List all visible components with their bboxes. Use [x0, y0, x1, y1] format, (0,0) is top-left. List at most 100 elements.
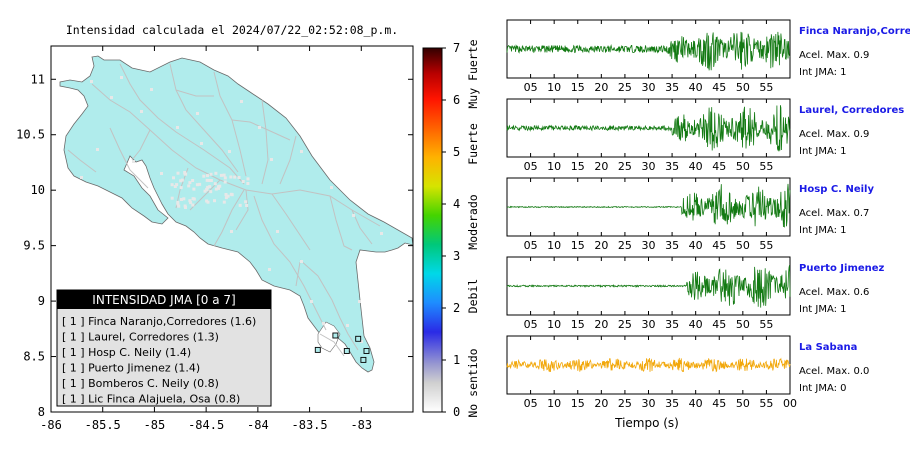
trace-tick-label: 45: [712, 81, 726, 94]
station-dot: [179, 186, 183, 190]
trace-accel-max: Acel. Max. 0.9: [799, 129, 869, 140]
station-dot: [179, 179, 183, 183]
road: [109, 127, 149, 189]
road: [271, 193, 311, 251]
station-marker: [332, 332, 339, 339]
trace-tick-label: 20: [594, 318, 608, 331]
trace-int-jma: Int JMA: 1: [799, 67, 847, 78]
trace-tick-label: 45: [712, 160, 726, 173]
station-dot: [208, 185, 212, 189]
road: [67, 149, 97, 173]
station-dot: [238, 203, 242, 207]
waveform: [506, 31, 791, 71]
legend-header-bg: [57, 290, 271, 309]
map-axes: -86 -85.5 -85 -84.5 -84 -83.5 -83 8 8.5 9 9.5 10 10.…: [16, 46, 413, 432]
station-dot: [180, 198, 183, 201]
station-dot: [200, 142, 203, 145]
station-marker: [360, 356, 367, 363]
station-dot: [90, 80, 93, 83]
station-dot: [205, 178, 209, 182]
map-frame: [50, 45, 414, 413]
road: [279, 135, 297, 185]
trace-tick-label: 20: [594, 81, 608, 94]
intensity-colorbar: 0 1 2 3 4 5 6 7 No sentido Debil Moderado Fuerte Mu…: [422, 39, 480, 419]
trace-tick-label: 30: [642, 239, 656, 252]
trace-tick-label: 10: [547, 318, 561, 331]
legend-box: [56, 289, 272, 407]
station-dot: [140, 110, 143, 113]
trace-tick-label: 30: [642, 81, 656, 94]
station-dot: [150, 88, 153, 91]
station-dot: [196, 112, 199, 115]
trace-tick-label: 45: [712, 318, 726, 331]
station-marker: [343, 348, 350, 354]
station-dot: [187, 184, 191, 188]
road: [295, 261, 301, 287]
colorbar-categories: No sentido Debil Moderado Fuerte Muy Fuerte: [466, 39, 480, 417]
station-dot: [214, 187, 218, 191]
trace-panel: 05 10 15 20 25 30 35 40 45 50 55 Finca Naranjo,Corr…: [506, 19, 910, 94]
station-dot: [176, 202, 180, 206]
station-dot: [110, 96, 113, 99]
colorbar-tick-label: 4: [453, 197, 460, 211]
trace-tick-label: 10: [547, 160, 561, 173]
trace-tick-label: 55: [759, 81, 773, 94]
trace-tick-label: 25: [618, 318, 632, 331]
trace-tick-label: 25: [618, 81, 632, 94]
colorbar-category: Debil: [466, 279, 480, 314]
station-dot: [188, 181, 192, 185]
station-dot: [360, 340, 363, 343]
station-marker: [314, 346, 321, 353]
station-dot: [207, 179, 211, 182]
map-x-tick-label: -85.5: [85, 418, 121, 432]
station-dot: [228, 150, 231, 153]
station-dots: [80, 76, 383, 363]
station-dot: [206, 200, 210, 204]
trace-tick-label: 20: [594, 397, 608, 410]
map-y-tick-label: 8: [38, 405, 45, 419]
colorbar-tick-label: 5: [453, 145, 460, 159]
station-dot: [322, 322, 325, 325]
station-dot: [246, 182, 250, 185]
colorbar-tick-label: 1: [453, 353, 460, 367]
trace-station-name: Laurel, Corredores: [799, 105, 904, 116]
trace-tick-label: 45: [712, 397, 726, 410]
trace-tick-label: 50: [736, 397, 750, 410]
road: [319, 333, 345, 357]
station-dot: [177, 204, 181, 208]
trace-tick-label: 15: [571, 239, 585, 252]
trace-accel-max: Acel. Max. 0.0: [799, 366, 869, 377]
trace-tick-label: 50: [736, 81, 750, 94]
station-dot: [244, 200, 248, 204]
station-dot: [176, 126, 179, 129]
waveform: [506, 183, 791, 228]
trace-tick-label: 25: [618, 239, 632, 252]
trace-xlabel: Tiempo (s): [614, 416, 679, 430]
road: [329, 195, 353, 251]
costa-rica-land: [59, 55, 413, 373]
road: [119, 63, 245, 185]
trace-tick-label: 55: [759, 160, 773, 173]
station-dot: [80, 176, 83, 179]
trace-tick-label: 10: [547, 81, 561, 94]
trace-accel-max: Acel. Max. 0.7: [799, 208, 869, 219]
station-dot: [209, 172, 213, 176]
trace-tick-label: 00: [783, 397, 797, 410]
station-dot: [222, 173, 226, 177]
station-dot: [222, 200, 226, 204]
station-dot: [198, 182, 202, 186]
station-dot: [191, 179, 195, 182]
trace-tick-label: 55: [759, 397, 773, 410]
station-dot: [209, 179, 213, 182]
map-x-tick-label: -83: [350, 418, 372, 432]
trace-tick-label: 50: [736, 160, 750, 173]
station-dot: [224, 193, 228, 196]
colorbar-category: Fuerte: [466, 123, 480, 165]
station-dot: [300, 150, 303, 153]
station-dot: [183, 171, 187, 174]
trace-panel: 05 10 15 20 25 30 35 40 45 50 55 Hosp C. Neily Acel.…: [506, 177, 874, 252]
trace-tick-label: 35: [665, 397, 679, 410]
map-title: Intensidad calculada el 2024/07/22_02:52…: [66, 23, 398, 37]
trace-tick-label: 25: [618, 397, 632, 410]
trace-tick-label: 05: [524, 239, 538, 252]
